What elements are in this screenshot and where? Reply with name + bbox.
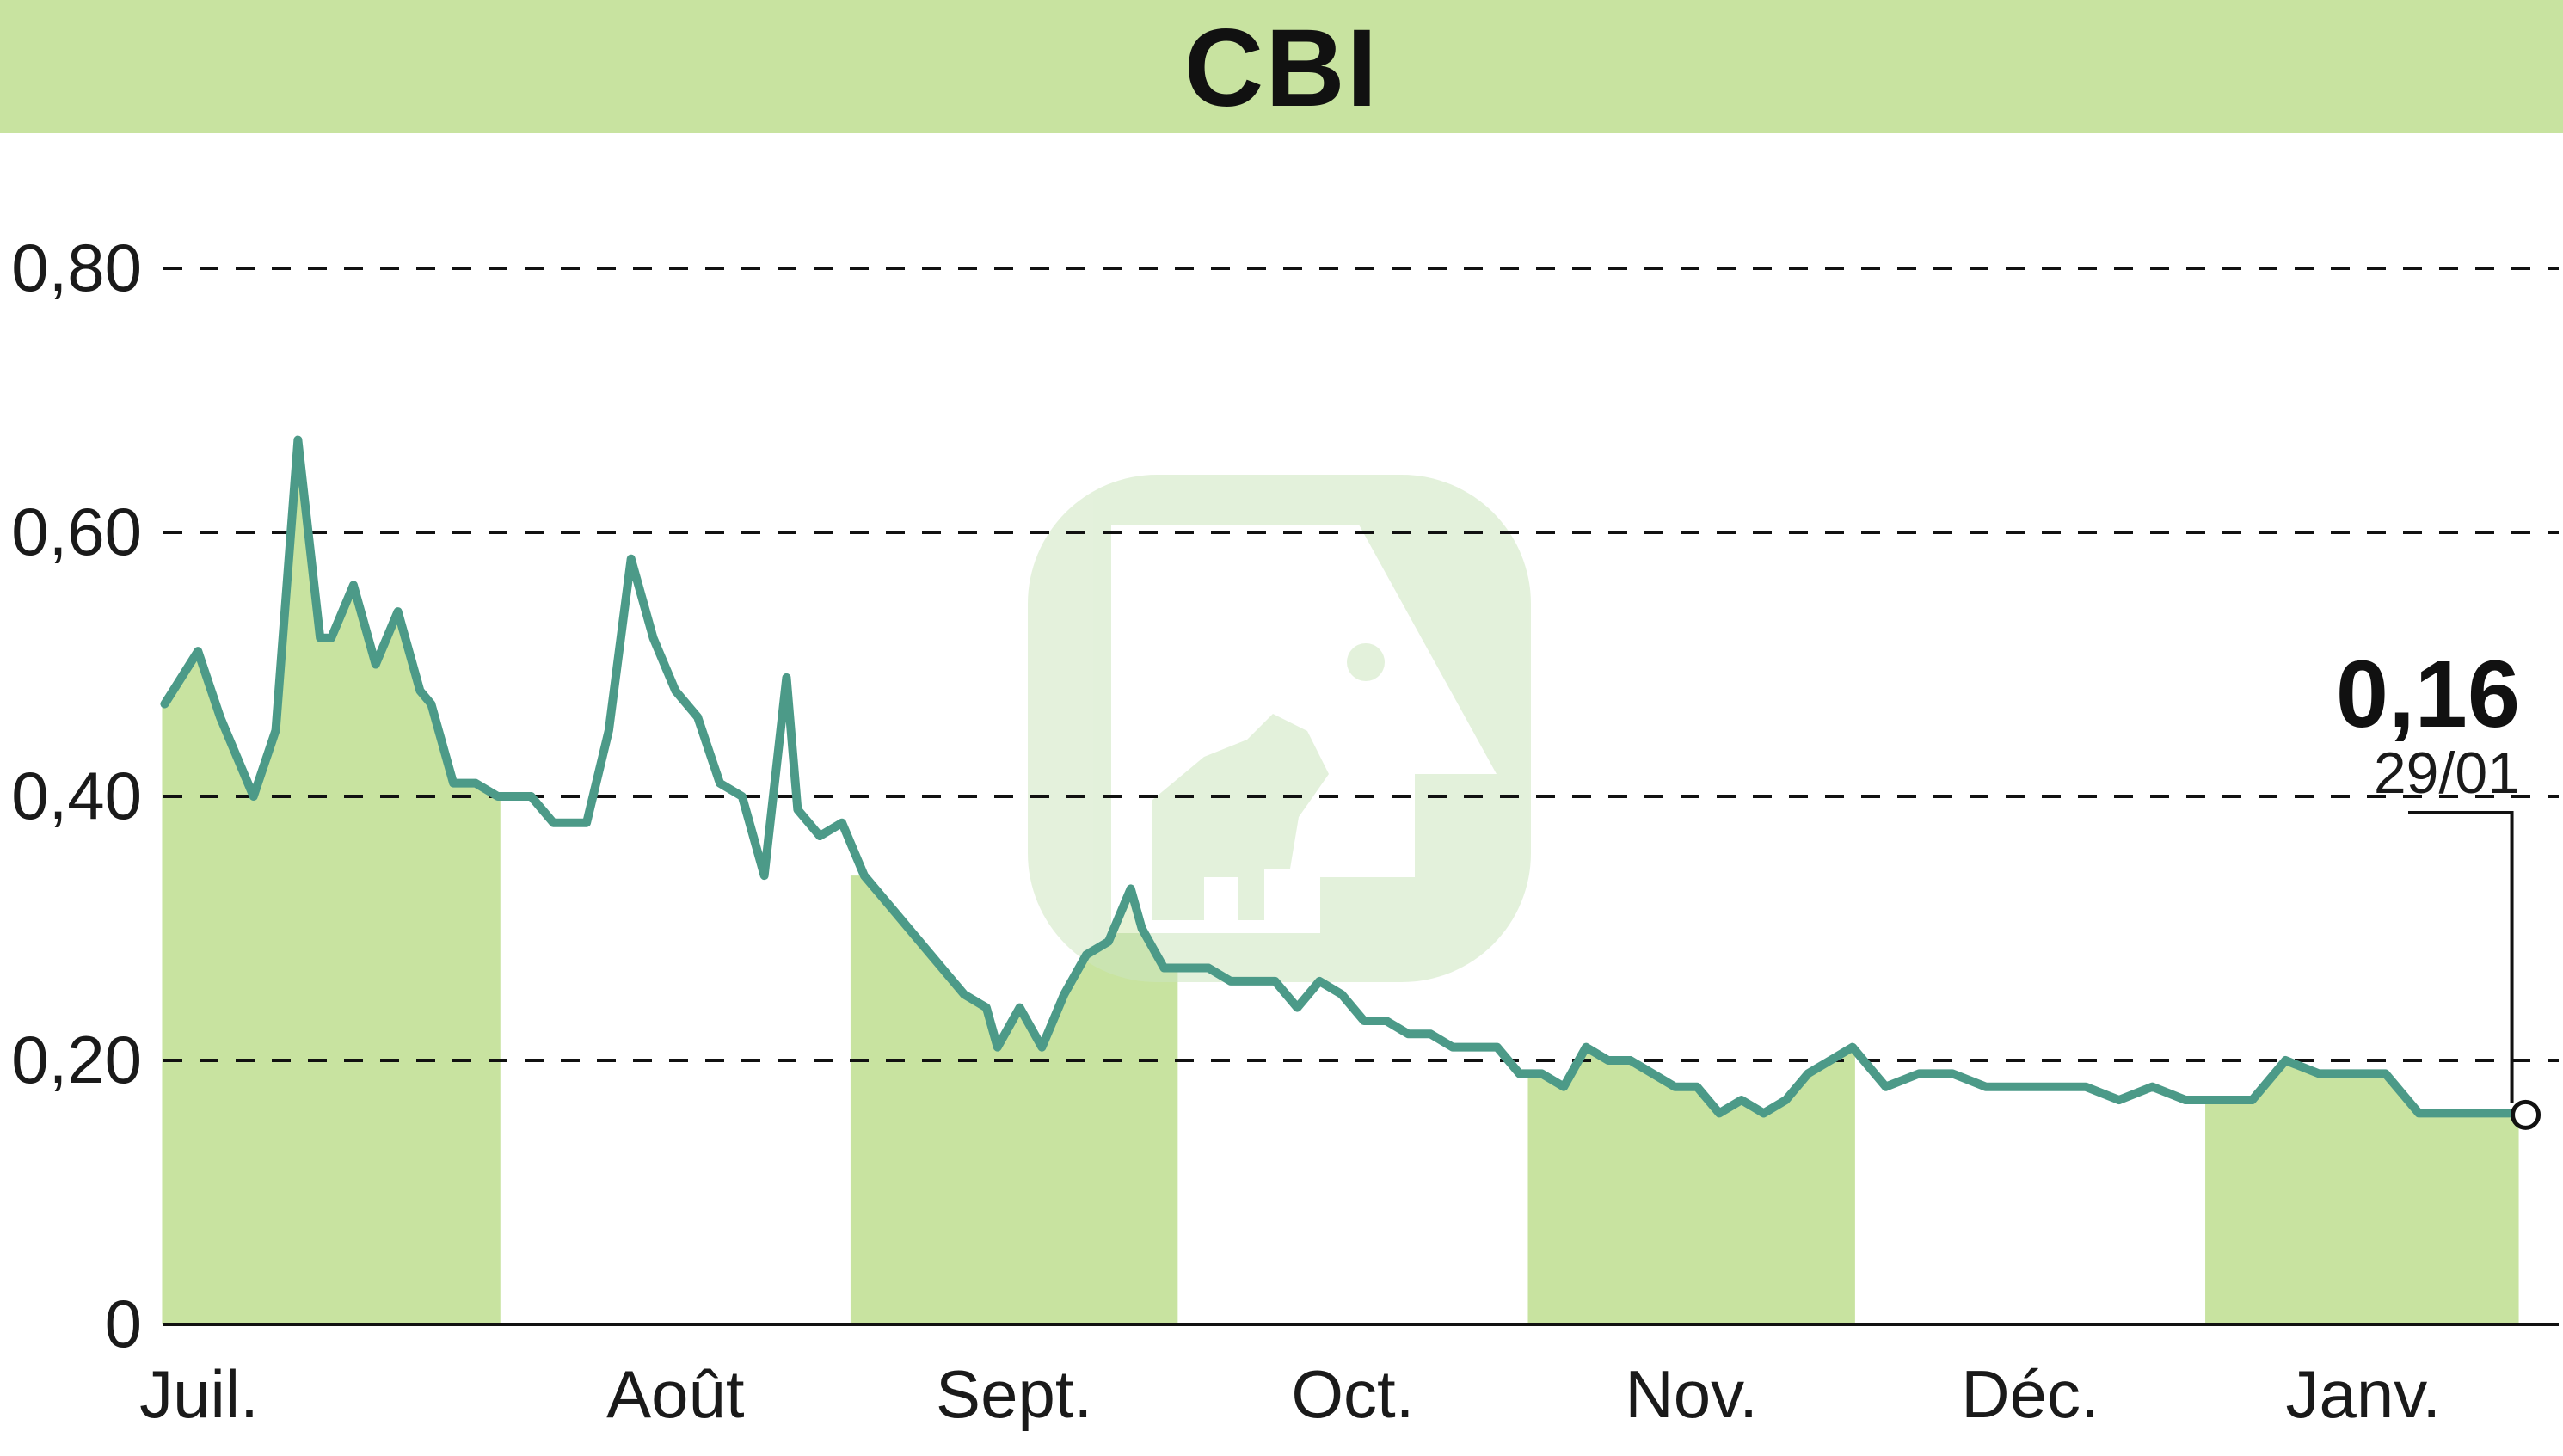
watermark-dot [1347,643,1385,681]
month-band-4 [1527,1047,1855,1324]
month-label-3: Oct. [1291,1356,1414,1432]
last-point-marker [2511,1099,2541,1130]
month-label-5: Déc. [1961,1356,2099,1432]
last-date-label: 29/01 [2374,740,2520,806]
month-label-0: Juil. [139,1356,259,1432]
leader-line [2408,811,2514,1103]
y-tick-labels: 0 0,20 0,40 0,60 0,80 [11,230,142,1361]
y-tick-label-3: 0,60 [11,494,142,569]
price-line [160,435,2523,1118]
month-bands [162,439,2519,1324]
month-label-4: Nov. [1625,1356,1758,1432]
watermark-logo [1028,475,1531,982]
last-value-annotation: 0,16 29/01 [2336,642,2541,1130]
y-tick-label-0: 0 [105,1286,142,1361]
month-band-6 [2205,1060,2519,1324]
y-tick-label-2: 0,40 [11,758,142,833]
chart-title: CBI [1183,7,1380,130]
y-tick-label-4: 0,80 [11,230,142,305]
month-band-2 [850,875,1178,1324]
month-labels: Juil. Août Sept. Oct. Nov. Déc. Janv. [139,1356,2441,1432]
y-tick-label-1: 0,20 [11,1022,142,1097]
watermark-bull-icon [1152,714,1329,920]
month-label-6: Janv. [2285,1356,2441,1432]
last-value-label: 0,16 [2336,642,2520,747]
y-gridlines [163,267,2559,1326]
month-label-1: Août [606,1356,745,1432]
month-label-2: Sept. [936,1356,1092,1432]
month-band-0 [162,439,501,1324]
title-bar: CBI [0,0,2563,133]
